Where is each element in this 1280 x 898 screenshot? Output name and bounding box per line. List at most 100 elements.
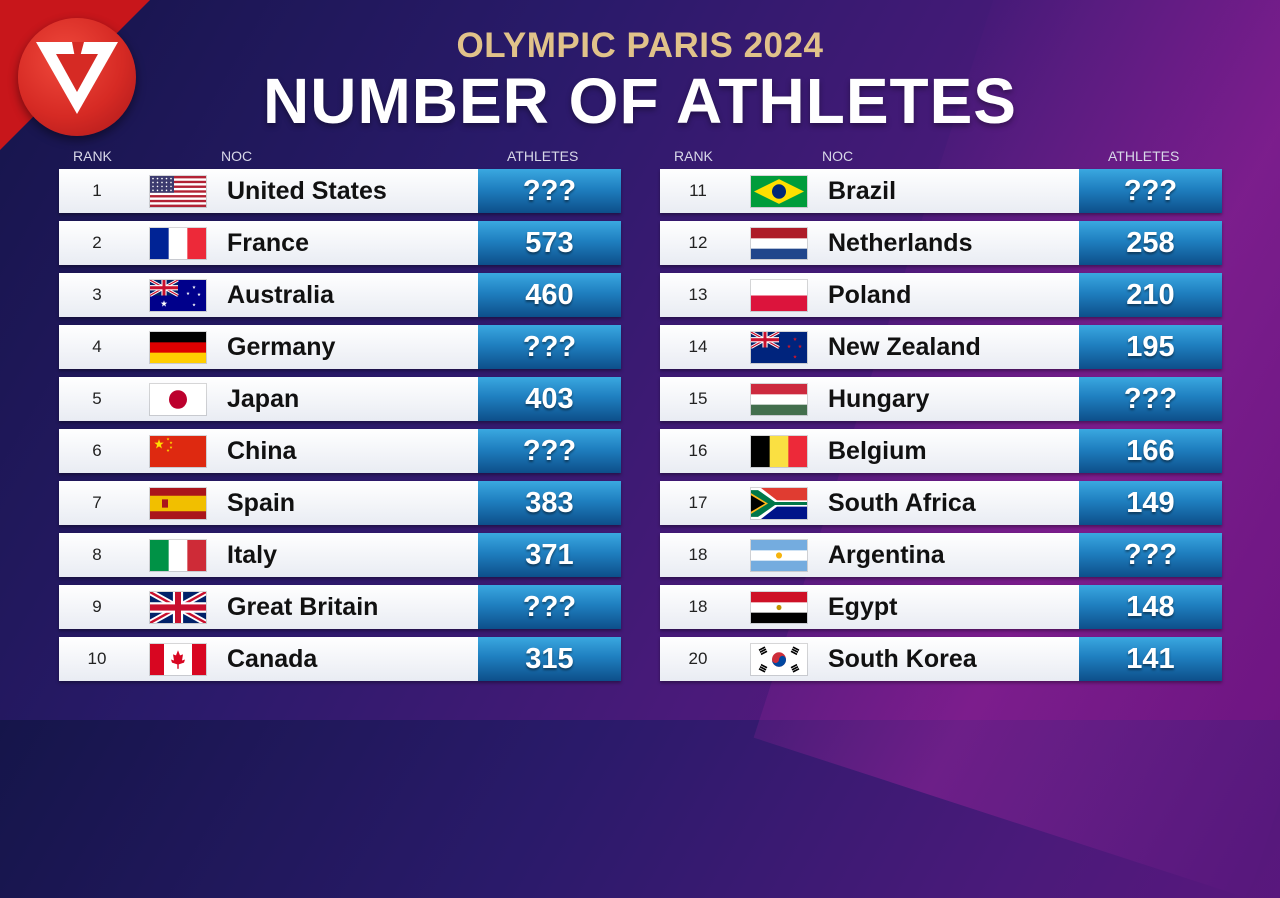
nl-flag-icon: [751, 228, 807, 259]
header-rank: RANK: [674, 148, 713, 164]
athletes-count: ???: [1079, 169, 1222, 213]
athletes-count: 258: [1079, 221, 1222, 265]
au-flag-icon: [150, 280, 206, 311]
athletes-count: 141: [1079, 637, 1222, 681]
be-flag-icon: [751, 436, 807, 467]
athletes-count: 195: [1079, 325, 1222, 369]
it-flag-icon: [150, 540, 206, 571]
column-header: RANK NOC ATHLETES: [59, 145, 621, 169]
fr-flag-icon: [150, 228, 206, 259]
athletes-count: ???: [1079, 377, 1222, 421]
ranking-column-right: RANK NOC ATHLETES 11 Brazil??? 12 Netherlan…: [660, 145, 1222, 689]
athletes-count: 371: [478, 533, 621, 577]
rank-cell: 2: [92, 233, 102, 252]
table-row: 10 Canada 315: [59, 637, 621, 681]
subtitle: OLYMPIC PARIS 2024: [456, 26, 824, 65]
athletes-count: 573: [478, 221, 621, 265]
athletes-count: ???: [478, 429, 621, 473]
table-row: 18 Argentina???: [660, 533, 1222, 577]
noc-name: Poland: [828, 281, 912, 309]
table-row: 12 Netherlands 258: [660, 221, 1222, 265]
table-row: 16 Belgium 166: [660, 429, 1222, 473]
athletes-count: 460: [478, 273, 621, 317]
table-row: 20 South Korea 141: [660, 637, 1222, 681]
table-row: 5 Japan 403: [59, 377, 621, 421]
athletes-count: ???: [478, 325, 621, 369]
noc-name: New Zealand: [828, 333, 981, 361]
ca-flag-icon: [150, 644, 206, 675]
athletes-count: ???: [478, 169, 621, 213]
table-row: 17 South Africa 149: [660, 481, 1222, 525]
athletes-count: ???: [1079, 533, 1222, 577]
noc-name: Japan: [227, 385, 300, 413]
athletes-count: 315: [478, 637, 621, 681]
rank-cell: 4: [92, 337, 102, 356]
noc-name: China: [227, 437, 297, 465]
noc-name: Germany: [227, 333, 336, 361]
kr-flag-icon: [751, 644, 807, 675]
table-row: 18 Egypt 148: [660, 585, 1222, 629]
rank-cell: 6: [92, 441, 102, 460]
table-row: 7 Spain 383: [59, 481, 621, 525]
rank-cell: 17: [688, 493, 708, 512]
athletes-count: ???: [478, 585, 621, 629]
hu-flag-icon: [751, 384, 807, 415]
rank-cell: 3: [92, 285, 102, 304]
table-row: 6 China???: [59, 429, 621, 473]
pl-flag-icon: [751, 280, 807, 311]
ar-flag-icon: [751, 540, 807, 571]
ranking-column-left: RANK NOC ATHLETES 1 United States??? 2 Fran…: [59, 145, 621, 689]
column-header: RANK NOC ATHLETES: [660, 145, 1222, 169]
rank-cell: 10: [87, 649, 107, 668]
rank-cell: 18: [688, 545, 708, 564]
de-flag-icon: [150, 332, 206, 363]
table-row: 2 France 573: [59, 221, 621, 265]
rank-cell: 8: [92, 545, 102, 564]
noc-name: Italy: [227, 541, 278, 569]
table-row: 8 Italy 371: [59, 533, 621, 577]
noc-name: Great Britain: [227, 593, 379, 621]
rank-cell: 14: [688, 337, 708, 356]
noc-name: South Africa: [828, 489, 976, 517]
noc-name: Argentina: [828, 541, 945, 569]
rank-cell: 15: [688, 389, 708, 408]
noc-name: France: [227, 229, 309, 257]
table-row: 11 Brazil???: [660, 169, 1222, 213]
header-noc: NOC: [221, 148, 253, 164]
table-row: 4 Germany???: [59, 325, 621, 369]
table-row: 9 Great Britain???: [59, 585, 621, 629]
header-athletes: ATHLETES: [507, 148, 579, 164]
noc-name: Netherlands: [828, 229, 973, 257]
rank-cell: 7: [92, 493, 102, 512]
header-athletes: ATHLETES: [1108, 148, 1180, 164]
table-row: 14 New Zealand 195: [660, 325, 1222, 369]
br-flag-icon: [751, 176, 807, 207]
noc-name: Belgium: [828, 437, 927, 465]
table-row: 15 Hungary???: [660, 377, 1222, 421]
athletes-count: 149: [1079, 481, 1222, 525]
rank-cell: 11: [689, 181, 707, 200]
eg-flag-icon: [751, 592, 807, 623]
athletes-count: 403: [478, 377, 621, 421]
page-title: NUMBER OF ATHLETES: [263, 65, 1017, 137]
rank-cell: 18: [688, 597, 708, 616]
rank-cell: 20: [688, 649, 708, 668]
rank-cell: 9: [92, 597, 102, 616]
channel-logo: [18, 18, 136, 136]
noc-name: Hungary: [828, 385, 930, 413]
header-noc: NOC: [822, 148, 854, 164]
table-row: 13 Poland 210: [660, 273, 1222, 317]
noc-name: South Korea: [828, 645, 977, 673]
table-row: 3 Australia 460: [59, 273, 621, 317]
rank-cell: 1: [92, 181, 102, 200]
jp-flag-icon: [150, 384, 206, 415]
table-row: 1 United States???: [59, 169, 621, 213]
noc-name: Spain: [227, 489, 296, 517]
header-rank: RANK: [73, 148, 112, 164]
rank-cell: 13: [688, 285, 708, 304]
athletes-count: 383: [478, 481, 621, 525]
noc-name: Brazil: [828, 177, 897, 205]
noc-name: Canada: [227, 645, 318, 673]
noc-name: United States: [227, 177, 387, 205]
noc-name: Egypt: [828, 593, 898, 621]
